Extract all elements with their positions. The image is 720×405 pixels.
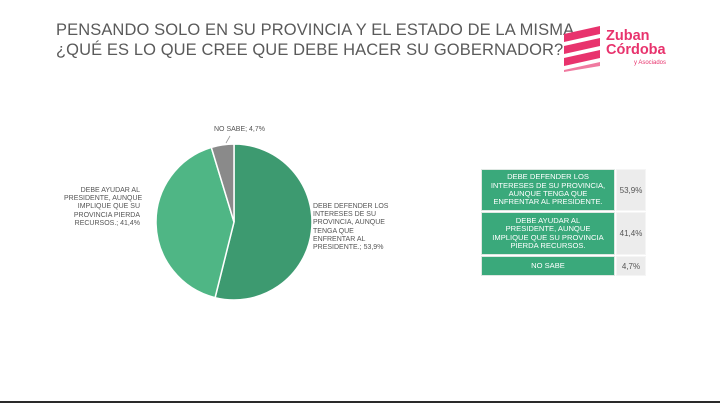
table-row: NO SABE 4,7% <box>481 256 646 276</box>
zuban-cordoba-logo: Zuban Córdoba y Asociados <box>562 26 672 74</box>
table-cell-label-line: DEBE DEFENDER LOS <box>507 172 589 182</box>
logo-mark-icon <box>564 26 600 72</box>
data-label-defender: DEBE DEFENDER LOS INTERESES DE SU PROVIN… <box>313 203 388 252</box>
table-row: DEBE AYUDAR AL PRESIDENTE, AUNQUE IMPLIQ… <box>481 212 646 255</box>
table-cell-label-line: INTERESES DE SU PROVINCIA, <box>490 180 606 190</box>
leader-line-nosabe <box>225 135 231 144</box>
table-cell-label: DEBE AYUDAR AL PRESIDENTE, AUNQUE IMPLIQ… <box>481 212 615 255</box>
table-cell-label-line: NO SABE <box>531 260 565 270</box>
data-label-nosabe-line: NO SABE; 4,7% <box>214 126 265 133</box>
data-label-defender-line: PRESIDENTE.; 53,9% <box>313 244 384 252</box>
table-row: DEBE DEFENDER LOS INTERESES DE SU PROVIN… <box>481 169 646 211</box>
table-cell-label-line: DEBE AYUDAR AL <box>515 215 581 225</box>
data-label-defender-line: ENFRENTAR AL <box>313 235 366 243</box>
data-label-ayudar-line: IMPLIQUE QUE SU <box>77 203 140 211</box>
data-label-ayudar-line: RECURSOS.; 41,4% <box>74 219 140 227</box>
data-label-ayudar-line: PROVINCIA PIERDA <box>73 211 140 219</box>
pie-slice-ayudar <box>155 146 235 299</box>
table-cell-label-line: PRESIDENTE, AUNQUE <box>505 224 591 234</box>
data-label-defender-line: DEBE DEFENDER LOS <box>313 203 389 210</box>
data-label-defender-line: INTERESES DE SU <box>313 211 377 219</box>
title-line-1: PENSANDO SOLO EN SU PROVINCIA Y EL ESTAD… <box>56 21 579 39</box>
table-cell-value: 41,4% <box>616 212 646 255</box>
data-label-ayudar-line: DEBE AYUDAR AL <box>80 187 140 194</box>
table-cell-label-line: AUNQUE TENGA QUE <box>508 189 588 198</box>
logo-text-line-3: y Asociados <box>634 60 667 66</box>
data-label-defender-line: PROVINCIA, AUNQUE <box>313 219 385 227</box>
logo-text-line-2: Córdoba <box>606 42 666 58</box>
data-label-nosabe: NO SABE; 4,7% <box>214 126 265 134</box>
table-cell-label-line: PIERDA RECURSOS. <box>510 240 586 250</box>
bottom-border <box>0 401 720 403</box>
table-cell-label-line: ENFRENTAR AL PRESIDENTE. <box>493 197 603 207</box>
pie-slice-defender <box>214 143 313 301</box>
pie-slice-nosabe <box>210 143 235 223</box>
logo-text-line-1: Zuban <box>606 28 650 44</box>
data-label-ayudar: DEBE AYUDAR AL PRESIDENTE, AUNQUE IMPLIQ… <box>64 187 143 228</box>
title-line-2: ¿QUÉ ES LO QUE CREE QUE DEBE HACER SU GO… <box>56 41 564 59</box>
data-label-ayudar-line: PRESIDENTE, AUNQUE <box>64 195 143 203</box>
table-cell-label: NO SABE <box>481 256 615 276</box>
table-cell-label-line: IMPLIQUE QUE SU PROVINCIA <box>492 232 604 242</box>
table-cell-label: DEBE DEFENDER LOS INTERESES DE SU PROVIN… <box>481 169 615 211</box>
table-cell-value: 4,7% <box>616 256 646 276</box>
table-cell-value: 53,9% <box>616 169 646 211</box>
chart-title: PENSANDO SOLO EN SU PROVINCIA Y EL ESTAD… <box>56 20 579 60</box>
data-label-defender-line: TENGA QUE <box>313 227 354 235</box>
